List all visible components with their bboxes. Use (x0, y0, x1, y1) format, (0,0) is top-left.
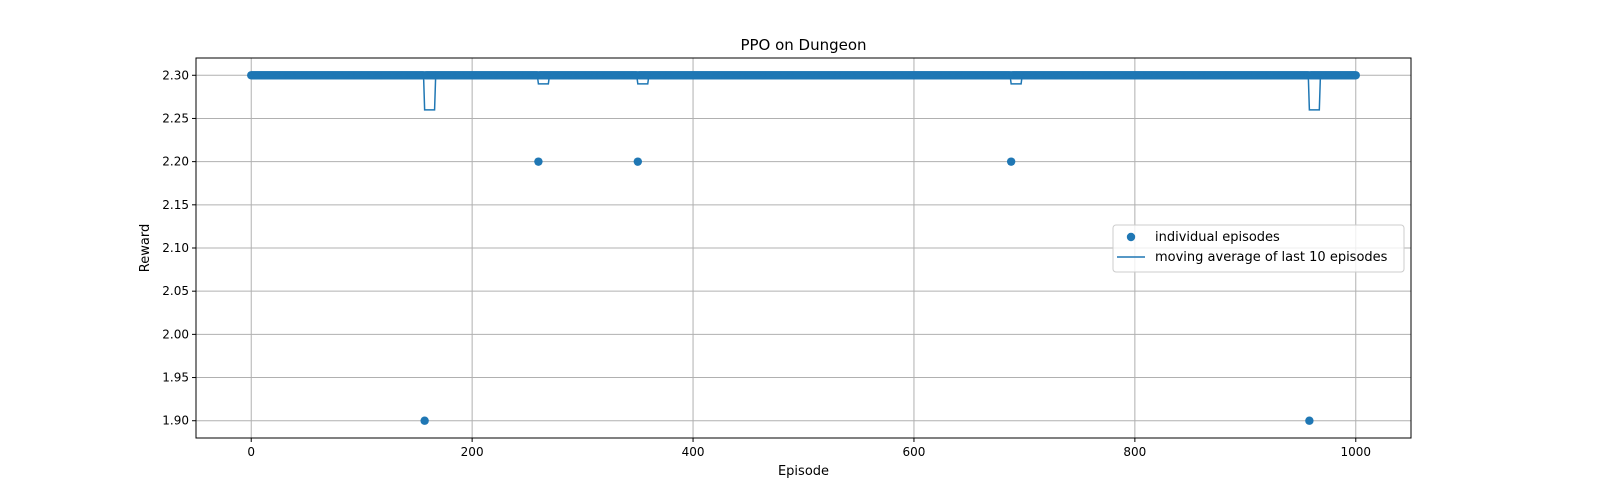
episode-point (534, 157, 543, 166)
x-tick-label: 800 (1123, 445, 1146, 459)
y-tick-label: 2.25 (162, 111, 189, 125)
y-axis-ticks: 1.90 1.95 2.00 2.05 2.10 2.15 2.20 2.25 2.30 (162, 68, 196, 428)
episode-points-series (247, 71, 1360, 425)
legend-marker-episodes (1126, 232, 1136, 242)
legend-label-episodes: individual episodes (1155, 230, 1280, 245)
episode-point (1006, 157, 1016, 166)
y-tick-label: 2.00 (162, 327, 189, 341)
y-tick-label: 2.05 (162, 284, 189, 298)
y-tick-label: 2.30 (162, 68, 189, 82)
episode-point (420, 416, 429, 425)
x-tick-label: 1000 (1340, 445, 1371, 459)
moving-average-line (251, 74, 1356, 111)
x-axis-title: Episode (778, 464, 829, 479)
episode-point (1305, 416, 1314, 425)
grid (196, 58, 1411, 438)
y-tick-label: 1.90 (162, 414, 189, 428)
x-tick-label: 400 (682, 445, 705, 459)
moving-average-series (251, 74, 1356, 111)
y-tick-label: 2.15 (162, 198, 189, 212)
episode-point (1351, 71, 1360, 80)
y-axis-title: Reward (138, 224, 153, 272)
y-tick-label: 2.10 (162, 241, 189, 255)
episode-point (633, 157, 643, 166)
y-tick-label: 1.95 (162, 371, 189, 385)
x-tick-label: 600 (903, 445, 926, 459)
y-tick-label: 2.20 (162, 155, 189, 169)
legend-box (1112, 224, 1405, 273)
x-tick-label: 0 (247, 445, 255, 459)
x-tick-label: 200 (461, 445, 484, 459)
legend: individual episodes moving average of la… (1112, 224, 1405, 273)
legend-label-moving-average: moving average of last 10 episodes (1155, 250, 1388, 265)
x-axis-ticks: 0 200 400 600 800 1000 (247, 438, 1371, 459)
chart-title: PPO on Dungeon (740, 36, 866, 54)
